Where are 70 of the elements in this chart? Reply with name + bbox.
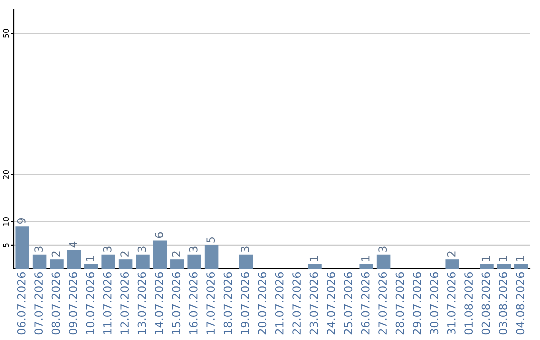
x-tick-label: 25.07.2026 xyxy=(344,272,353,335)
x-tick-label: 17.07.2026 xyxy=(206,272,216,334)
data-label: 3 xyxy=(189,246,198,252)
bar xyxy=(480,264,494,269)
x-tick-label: 11.07.2026 xyxy=(103,272,112,334)
x-tick-label: 07.07.2026 xyxy=(34,272,44,335)
x-tick-label: 16.07.2026 xyxy=(189,272,198,334)
data-label: 3 xyxy=(138,246,146,252)
x-tick-label: 04.08.2026 xyxy=(516,272,525,335)
bar xyxy=(102,254,116,269)
bar xyxy=(360,264,374,269)
x-tick-label: 15.07.2026 xyxy=(172,272,181,334)
x-tick-label: 03.08.2026 xyxy=(499,272,508,335)
bar xyxy=(170,260,184,269)
bar xyxy=(84,264,98,269)
bar xyxy=(239,254,254,269)
data-label: 3 xyxy=(241,246,250,252)
x-tick-label: 27.07.2026 xyxy=(378,272,388,335)
data-label: 3 xyxy=(378,246,388,252)
data-label: 9 xyxy=(17,218,26,224)
data-label: 3 xyxy=(103,246,112,252)
data-label: 3 xyxy=(34,246,44,252)
bar xyxy=(376,254,391,269)
bar xyxy=(514,264,528,269)
bar xyxy=(67,250,82,269)
data-label: 2 xyxy=(52,252,60,257)
x-tick-label: 23.07.2026 xyxy=(310,272,318,335)
data-label: 2 xyxy=(447,252,456,257)
bar xyxy=(32,254,47,269)
data-label: 2 xyxy=(172,252,180,257)
data-label: 1 xyxy=(516,256,524,262)
bar xyxy=(153,240,168,269)
x-tick-label: 22.07.2026 xyxy=(292,272,302,335)
data-label: 4 xyxy=(69,242,78,248)
x-tick-label: 06.07.2026 xyxy=(17,272,26,335)
x-tick-label: 29.07.2026 xyxy=(413,272,422,335)
bar xyxy=(136,254,150,269)
x-tick-label: 18.07.2026 xyxy=(224,272,232,334)
x-tick-label: 20.07.2026 xyxy=(258,272,267,335)
bar xyxy=(446,260,460,269)
bar xyxy=(188,254,202,269)
bar xyxy=(204,245,219,269)
x-tick-label: 24.07.2026 xyxy=(327,272,336,335)
x-tick-label: 19.07.2026 xyxy=(241,272,250,334)
x-tick-label: 12.07.2026 xyxy=(120,272,130,334)
x-tick-label: 26.07.2026 xyxy=(361,272,370,335)
x-tick-label: 31.07.2026 xyxy=(447,272,456,335)
x-tick-label: 30.07.2026 xyxy=(430,272,439,335)
x-tick-label: 14.07.2026 xyxy=(155,272,164,334)
data-label: 5 xyxy=(206,237,216,243)
data-label: 1 xyxy=(362,256,370,262)
x-tick-label: 01.08.2026 xyxy=(464,272,474,335)
bar xyxy=(497,264,512,269)
data-label: 2 xyxy=(120,252,129,257)
data-label: 6 xyxy=(155,232,164,238)
data-label: 1 xyxy=(86,256,94,262)
bar xyxy=(50,260,64,269)
x-tick-label: 09.07.2026 xyxy=(69,272,78,335)
x-tick-label: 28.07.2026 xyxy=(396,272,404,335)
x-tick-label: 08.07.2026 xyxy=(52,272,60,335)
data-label: 1 xyxy=(499,256,508,262)
bar xyxy=(118,260,133,269)
x-tick-label: 13.07.2026 xyxy=(138,272,146,334)
data-label: 1 xyxy=(310,256,318,262)
x-tick-label: 10.07.2026 xyxy=(86,272,95,334)
data-label: 1 xyxy=(482,256,490,262)
x-tick-label: 02.08.2026 xyxy=(482,272,490,335)
bar xyxy=(308,264,322,269)
bar xyxy=(16,226,30,269)
x-tick-label: 21.07.2026 xyxy=(275,272,284,335)
